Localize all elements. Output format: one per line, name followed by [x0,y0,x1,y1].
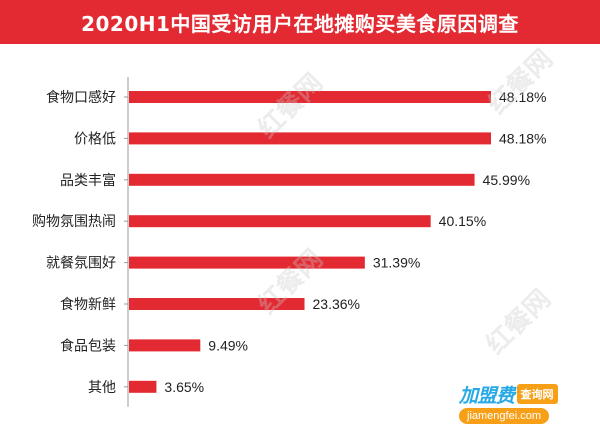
badge-url: jiamengfei.com [459,408,549,424]
value-label: 9.49% [208,337,248,353]
bar [129,173,475,186]
source-badge: 加盟费 查询网 jiamengfei.com [459,383,574,425]
category-label: 食物新鲜 [60,296,116,313]
badge-top: 加盟费 查询网 [459,383,574,407]
bar [129,339,201,352]
value-label: 23.36% [313,296,360,312]
badge-tag: 查询网 [516,384,558,404]
bar [129,215,431,228]
category-label: 就餐氛围好 [46,256,116,272]
chart-title: 2020H1中国受访用户在地摊购买美食原因调查 [81,11,519,36]
bar-chart: 食物口感好 48.18% 价格低 48.18% 品类丰富 45.99% 购物氛围热闹 40.1… [32,77,546,407]
category-label: 价格低 [74,131,116,147]
bar [129,380,157,393]
value-label: 3.65% [164,379,204,395]
bar [129,298,305,310]
category-label: 购物氛围热闹 [32,214,116,230]
badge-brand: 加盟费 [459,384,515,407]
category-label: 其他 [88,380,116,396]
value-label: 48.18% [499,130,546,146]
value-label: 40.15% [439,213,486,229]
value-label: 45.99% [483,172,530,188]
bar [129,132,491,145]
bar [129,256,365,269]
value-label: 48.18% [499,89,546,105]
value-label: 31.39% [373,255,420,271]
bar [129,91,491,103]
category-label: 食品包装 [60,337,116,354]
category-label: 品类丰富 [60,172,116,189]
category-label: 食物口感好 [46,89,116,106]
title-bar: 2020H1中国受访用户在地摊购买美食原因调查 [0,0,600,44]
